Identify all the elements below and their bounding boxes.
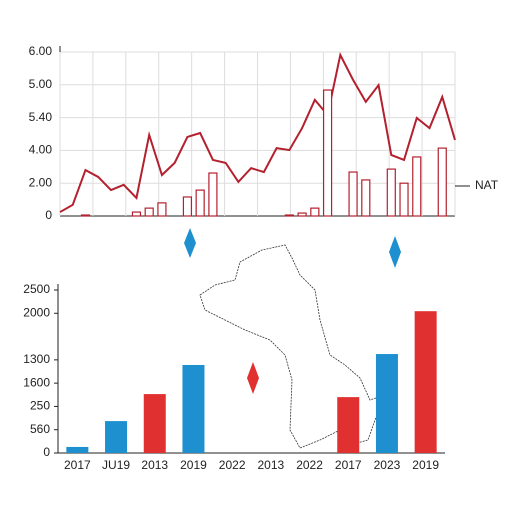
bar — [310, 207, 320, 217]
y-tick-label: 1300 — [23, 352, 50, 366]
x-tick-label: 2022 — [219, 458, 246, 472]
y-tick-label: 2500 — [23, 282, 50, 296]
y-tick-label: 250 — [30, 399, 50, 413]
bar — [157, 202, 167, 217]
y-tick-label: 2.00 — [29, 175, 53, 189]
y-tick-label: 1600 — [23, 375, 50, 389]
bar — [297, 212, 307, 217]
legend-label: NAT — [475, 178, 499, 192]
x-tick-label: 2017 — [335, 458, 362, 472]
diamond — [389, 236, 401, 268]
bar — [284, 214, 294, 217]
bar — [143, 394, 166, 453]
y-tick-label: 0 — [43, 445, 50, 459]
x-tick-label: 2022 — [296, 458, 323, 472]
bar — [337, 397, 360, 453]
x-tick-label: 2013 — [141, 458, 168, 472]
x-tick-label: 2023 — [374, 458, 401, 472]
bar — [195, 189, 205, 217]
line — [59, 51, 456, 213]
x-tick-label: JU19 — [102, 458, 130, 472]
y-tick-label: 5.40 — [29, 110, 53, 124]
bar — [414, 311, 437, 453]
x-tick-label: 2019 — [180, 458, 207, 472]
bar — [348, 171, 358, 217]
x-tick-label: 2019 — [412, 458, 439, 472]
bar — [322, 89, 333, 217]
y-tick-label: 4.00 — [29, 143, 53, 157]
y-tick-label: 0 — [45, 208, 52, 222]
bar — [66, 446, 89, 453]
y-tick-label: 5.00 — [29, 77, 53, 91]
diamond — [247, 362, 259, 394]
x-tick-label: 2013 — [257, 458, 284, 472]
bar — [182, 364, 205, 453]
map-outline — [199, 244, 386, 449]
y-tick-label: 560 — [30, 422, 50, 436]
bar — [437, 147, 447, 217]
diamond — [184, 228, 196, 258]
y-tick-label: 6.00 — [29, 44, 53, 58]
bar — [375, 354, 398, 453]
bar — [144, 207, 154, 217]
bar — [182, 196, 193, 217]
bar — [361, 179, 371, 217]
y-tick-label: 2000 — [23, 305, 50, 319]
bar — [80, 214, 91, 217]
bar — [386, 168, 396, 217]
bar — [208, 172, 218, 217]
x-tick-label: 2017 — [64, 458, 91, 472]
bar — [105, 421, 128, 453]
bar — [412, 156, 422, 217]
bar — [399, 182, 409, 217]
bar — [131, 211, 142, 217]
